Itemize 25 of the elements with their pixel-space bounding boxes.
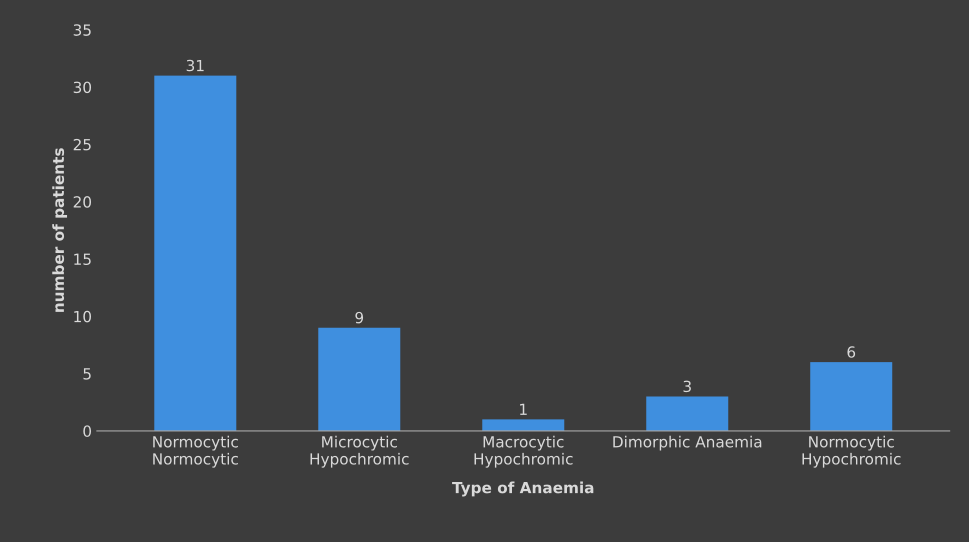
x-tick-label: Dimorphic Anaemia: [613, 436, 762, 451]
bar: [646, 396, 728, 431]
bar: [318, 328, 400, 431]
x-tick-label: Microcytic Hypochromic: [310, 436, 409, 468]
x-tick-label: Normocytic Hypochromic: [802, 436, 901, 468]
y-tick-label: 10: [74, 310, 92, 322]
y-tick-label: 5: [84, 368, 91, 380]
y-tick-label: 15: [74, 254, 91, 266]
bar: [482, 419, 564, 431]
bar: [810, 362, 892, 431]
data-label: 6: [847, 346, 856, 358]
y-axis-title: number of patients: [52, 148, 68, 312]
data-label: 3: [684, 380, 691, 392]
x-tick-label: Macrocytic Hypochromic: [474, 436, 573, 468]
y-tick-label: 0: [83, 425, 92, 437]
data-label: 9: [355, 312, 364, 324]
x-tick-label: Normocytic Normocytic: [153, 436, 238, 468]
data-label: 31: [186, 60, 204, 72]
data-label: 1: [520, 404, 527, 415]
y-tick-label: 30: [74, 82, 92, 94]
bar: [154, 76, 236, 431]
x-axis-title: Type of Anaemia: [452, 482, 594, 496]
y-tick-label: 35: [74, 24, 91, 36]
y-tick-label: 25: [74, 138, 91, 150]
y-tick-label: 20: [74, 196, 92, 208]
